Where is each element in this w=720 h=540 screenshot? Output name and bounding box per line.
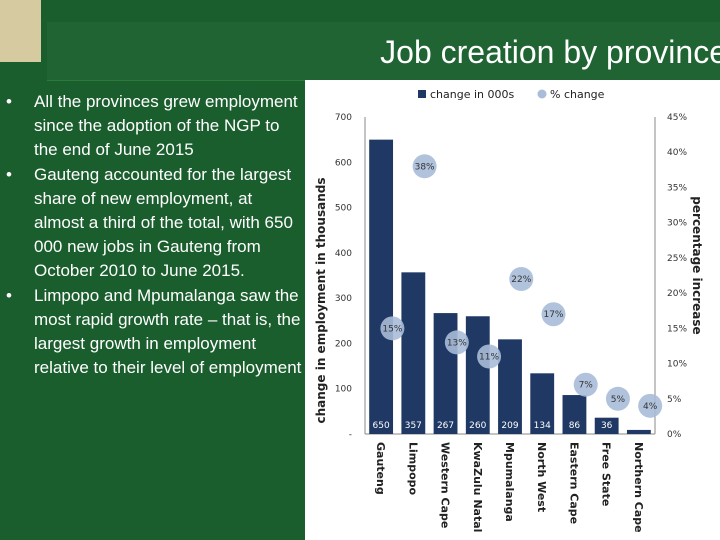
- bar: [626, 429, 651, 434]
- y-tick-label: 500: [335, 204, 352, 214]
- category-label: Western Cape: [439, 442, 452, 528]
- y2-tick-label: 15%: [667, 324, 687, 334]
- bar-value-label: 260: [469, 421, 486, 431]
- percent-point: [509, 267, 534, 292]
- percent-label: 7%: [579, 381, 594, 391]
- percent-point: [541, 302, 566, 327]
- bullet-item: Limpopo and Mpumalanga saw the most rapi…: [6, 284, 304, 381]
- y-tick-label: 200: [335, 339, 352, 349]
- bar: [498, 339, 522, 434]
- y-tick-label: 400: [335, 249, 352, 259]
- percent-label: 13%: [447, 338, 467, 348]
- category-label: KwaZulu Natal: [471, 442, 484, 532]
- bullet-item: All the provinces grew employment since …: [6, 90, 304, 163]
- legend-label-bars: change in 000s: [430, 88, 514, 101]
- y-tick-label: 100: [335, 385, 352, 395]
- bar-value-label: 86: [569, 421, 581, 431]
- percent-point: [444, 330, 469, 355]
- bar-value-label: 209: [501, 421, 518, 431]
- percent-label: 22%: [511, 275, 531, 285]
- bar: [562, 395, 587, 434]
- bar: [594, 417, 619, 434]
- y-tick-label: 600: [335, 158, 352, 168]
- decorative-square: [0, 0, 41, 62]
- category-label: North West: [535, 442, 548, 512]
- percent-label: 4%: [643, 402, 658, 412]
- y2-axis-title: percentage increase: [690, 196, 704, 334]
- percent-label: 17%: [543, 310, 563, 320]
- bullet-list: All the provinces grew employment since …: [6, 90, 304, 380]
- percent-point: [605, 386, 630, 411]
- y2-tick-label: 25%: [667, 254, 687, 264]
- bar-value-label: 267: [437, 421, 454, 431]
- percent-point: [573, 372, 598, 397]
- y2-tick-label: 45%: [667, 113, 687, 123]
- province-job-chart: - 100 200 300 400 500 600 700 0% 5% 10% 15% 20% 25% 30…: [314, 88, 704, 533]
- category-label: Mpumalanga: [503, 442, 516, 522]
- category-label: Northern Cape: [632, 442, 645, 533]
- y-tick-label: 300: [335, 294, 352, 304]
- y2-tick-label: 5%: [667, 395, 682, 405]
- title-bar: Job creation by province: [47, 22, 720, 81]
- bar: [401, 272, 426, 434]
- chart-panel: - 100 200 300 400 500 600 700 0% 5% 10% 15% 20% 25% 30…: [305, 80, 720, 540]
- y-tick-label: 700: [335, 113, 352, 123]
- y2-tick-label: 40%: [667, 148, 687, 158]
- percent-point: [412, 154, 437, 179]
- bar: [369, 139, 394, 434]
- category-label: Free State: [600, 442, 613, 506]
- bar: [530, 373, 555, 434]
- percent-point: [477, 344, 502, 369]
- bar: [465, 316, 490, 434]
- category-label: Limpopo: [406, 442, 419, 496]
- y2-tick-label: 30%: [667, 219, 687, 229]
- percent-label: 38%: [415, 162, 435, 172]
- percent-point: [380, 316, 405, 341]
- y2-tick-label: 0%: [667, 430, 682, 440]
- percent-label: 5%: [611, 395, 626, 405]
- percent-label: 11%: [479, 353, 499, 363]
- legend-swatch-bars: [418, 90, 426, 98]
- bar-value-label: 650: [373, 421, 390, 431]
- bar-value-label: 134: [534, 421, 551, 431]
- y2-tick-label: 20%: [667, 289, 687, 299]
- bar-value-label: 357: [405, 421, 422, 431]
- slide-title: Job creation by province: [380, 34, 720, 70]
- y2-tick-label: 35%: [667, 183, 687, 193]
- y2-tick-label: 10%: [667, 360, 687, 370]
- y-axis-title: change in employment in thousands: [314, 178, 328, 424]
- category-label: Eastern Cape: [567, 442, 580, 524]
- bullet-item: Gauteng accounted for the largest share …: [6, 163, 304, 284]
- y-tick-label: -: [349, 430, 352, 440]
- percent-point: [638, 393, 663, 418]
- bar-value-label: 36: [601, 421, 613, 431]
- legend-swatch-points: [537, 89, 547, 99]
- category-label: Gauteng: [374, 442, 387, 495]
- legend-label-points: % change: [550, 88, 605, 101]
- percent-label: 15%: [382, 324, 402, 334]
